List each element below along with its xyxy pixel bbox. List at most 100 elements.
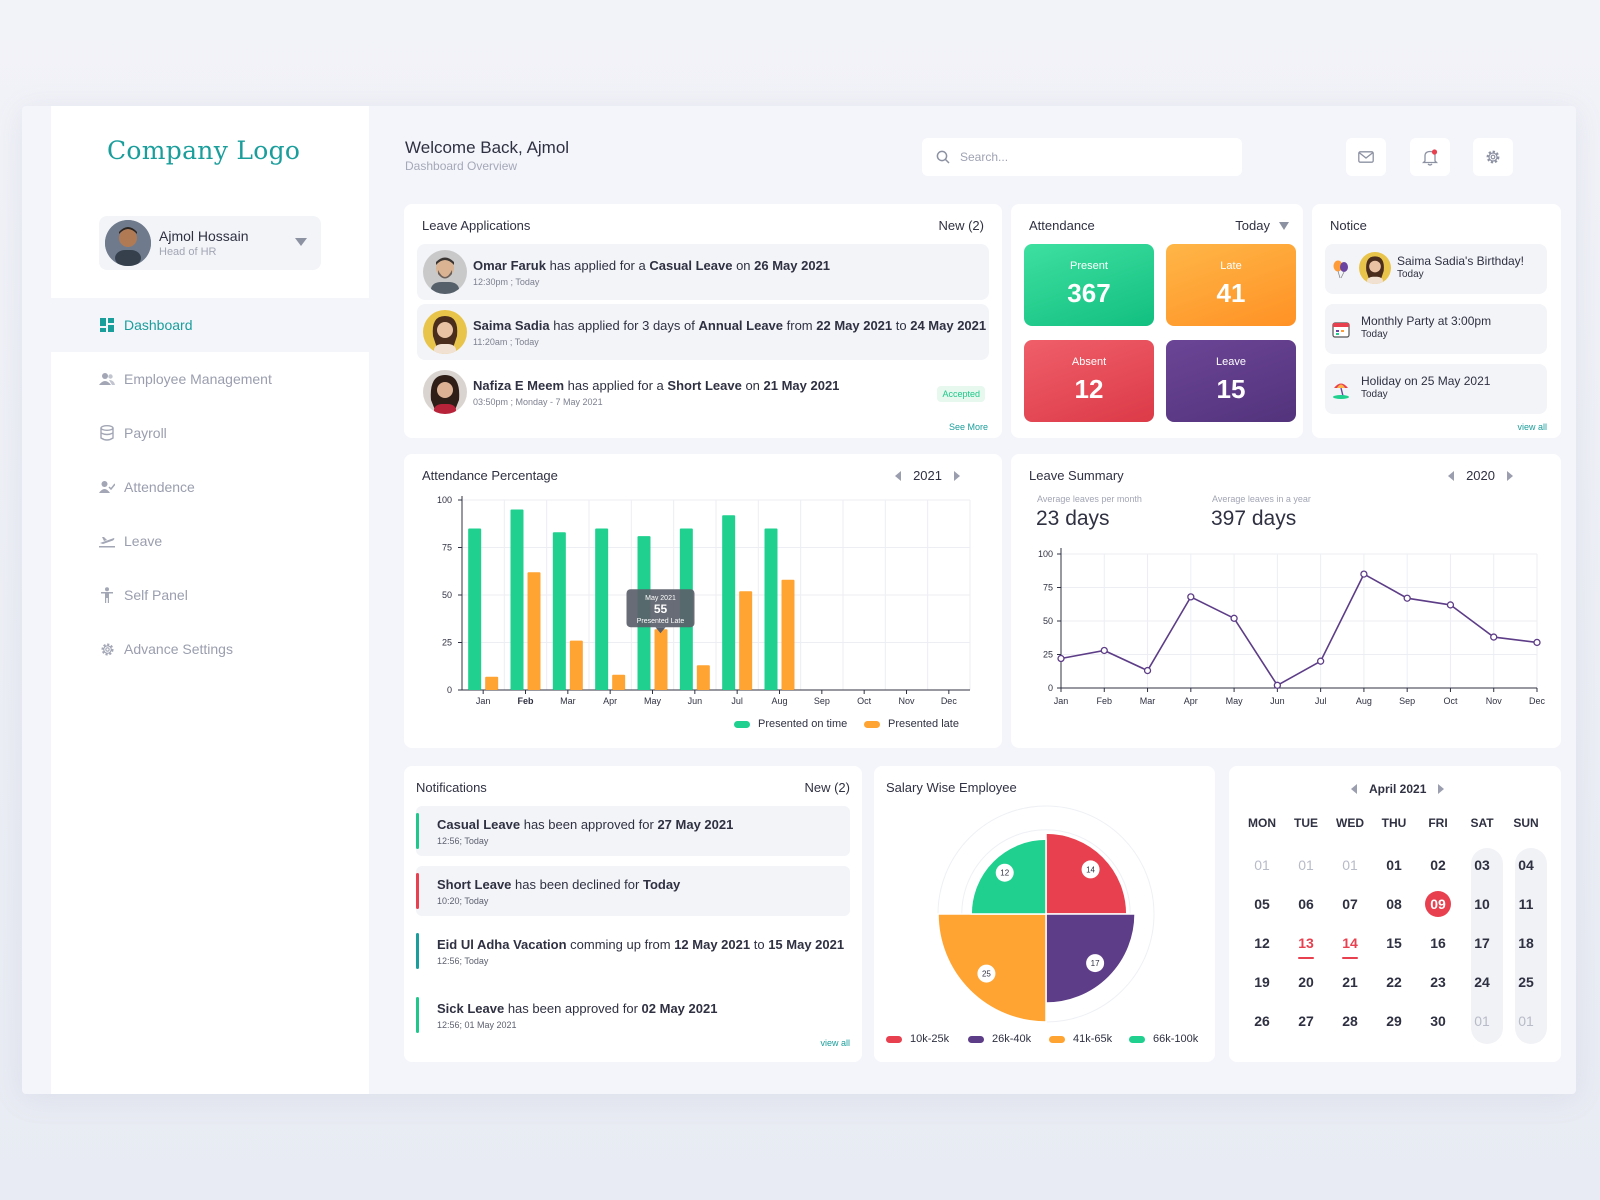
chevron-left-icon[interactable] xyxy=(1448,470,1455,481)
chevron-down-icon[interactable] xyxy=(295,238,307,246)
calendar-day[interactable]: 26 xyxy=(1254,1013,1270,1029)
view-all-link[interactable]: view all xyxy=(820,1038,850,1048)
sidebar-item-self-panel[interactable]: Self Panel xyxy=(51,568,369,622)
calendar-day[interactable]: 07 xyxy=(1342,896,1358,912)
profile-switcher[interactable]: Ajmol Hossain Head of HR xyxy=(99,216,321,270)
legend-label: Presented on time xyxy=(758,718,848,730)
calendar-icon xyxy=(1332,322,1350,338)
legend-swatch xyxy=(734,720,750,728)
company-logo[interactable]: Company Logo xyxy=(107,136,301,165)
calendar-day[interactable]: 29 xyxy=(1386,1013,1402,1029)
list-item[interactable]: Nafiza E Meem has applied for a Short Le… xyxy=(417,364,989,420)
chevron-right-icon[interactable] xyxy=(1438,784,1445,794)
list-item[interactable]: Sick Leave has been approved for 02 May … xyxy=(416,990,850,1040)
calendar-day[interactable]: 23 xyxy=(1430,974,1446,990)
view-all-link[interactable]: view all xyxy=(1517,422,1547,432)
calendar-day[interactable]: 01 xyxy=(1254,857,1270,873)
present-tile[interactable]: Present 367 xyxy=(1024,244,1154,326)
calendar-day[interactable]: 11 xyxy=(1518,896,1534,912)
weekday-label: WED xyxy=(1336,816,1364,830)
list-item[interactable]: Omar Faruk has applied for a Casual Leav… xyxy=(417,244,989,300)
calendar-day[interactable]: 19 xyxy=(1254,974,1270,990)
legend-label: 26k-40k xyxy=(992,1033,1032,1045)
sidebar-item-attendence[interactable]: Attendence xyxy=(51,460,369,514)
see-more-link[interactable]: See More xyxy=(948,422,988,432)
search-input[interactable] xyxy=(960,150,1220,164)
list-item[interactable]: Monthly Party at 3:00pm Today xyxy=(1325,304,1547,354)
calendar-day[interactable]: 27 xyxy=(1298,1013,1314,1029)
list-item[interactable]: Saima Sadia's Birthday! Today xyxy=(1325,244,1547,294)
calendar-day[interactable]: 30 xyxy=(1430,1013,1446,1029)
list-item[interactable]: Eid Ul Adha Vacation comming up from 12 … xyxy=(416,926,850,976)
calendar-day[interactable]: 01 xyxy=(1386,857,1402,873)
calendar-day[interactable]: 05 xyxy=(1254,896,1270,912)
calendar-day[interactable]: 28 xyxy=(1342,1013,1358,1029)
x-tick-label: Mar xyxy=(1140,696,1156,706)
calendar-day[interactable]: 20 xyxy=(1298,974,1314,990)
y-tick-label: 75 xyxy=(442,543,452,553)
calendar-day[interactable]: 01 xyxy=(1474,1013,1490,1029)
calendar-day[interactable]: 01 xyxy=(1298,857,1314,873)
leave-tile[interactable]: Leave 15 xyxy=(1166,340,1296,422)
calendar-day[interactable]: 15 xyxy=(1386,935,1402,951)
notice-sub: Today xyxy=(1397,269,1424,280)
calendar-day[interactable]: 17 xyxy=(1474,935,1490,951)
chevron-right-icon[interactable] xyxy=(954,470,960,481)
leave-text: Omar Faruk has applied for a Casual Leav… xyxy=(473,258,831,273)
calendar-day[interactable]: 08 xyxy=(1386,896,1402,912)
sidebar-item-payroll[interactable]: Payroll xyxy=(51,406,369,460)
notification-text: Short Leave has been declined for Today xyxy=(437,877,681,892)
calendar-day[interactable]: 24 xyxy=(1474,974,1490,990)
list-item[interactable]: Holiday on 25 May 2021 Today xyxy=(1325,364,1547,414)
x-tick-label: Feb xyxy=(1097,696,1113,706)
new-count[interactable]: New (2) xyxy=(804,780,850,795)
legend-swatch xyxy=(1049,1035,1065,1043)
y-tick-label: 25 xyxy=(1043,650,1053,660)
late-tile[interactable]: Late 41 xyxy=(1166,244,1296,326)
calendar-day[interactable]: 02 xyxy=(1430,857,1446,873)
sidebar-item-employee-management[interactable]: Employee Management xyxy=(51,352,369,406)
calendar-day[interactable]: 01 xyxy=(1342,857,1358,873)
calendar-day[interactable]: 09 xyxy=(1425,891,1451,917)
new-count[interactable]: New (2) xyxy=(938,218,984,233)
chevron-left-icon[interactable] xyxy=(895,470,902,481)
calendar-day[interactable]: 21 xyxy=(1342,974,1358,990)
calendar-day[interactable]: 03 xyxy=(1474,857,1490,873)
chevron-right-icon[interactable] xyxy=(1507,470,1513,481)
sidebar-item-leave[interactable]: Leave xyxy=(51,514,369,568)
mail-button[interactable] xyxy=(1346,138,1386,176)
calendar-day[interactable]: 06 xyxy=(1298,896,1314,912)
calendar-day[interactable]: 18 xyxy=(1518,935,1534,951)
attendance-filter[interactable]: Today xyxy=(1235,218,1289,233)
calendar-day[interactable]: 25 xyxy=(1518,974,1534,990)
legend-label: Presented late xyxy=(888,718,959,730)
avatar xyxy=(1359,252,1391,284)
calendar-day[interactable]: 14 xyxy=(1335,928,1365,959)
tile-label: Leave xyxy=(1216,356,1246,368)
notification-time: 10:20; Today xyxy=(437,896,489,906)
user-check-icon xyxy=(99,479,115,495)
calendar-day[interactable]: 12 xyxy=(1254,935,1270,951)
calendar-day[interactable]: 13 xyxy=(1291,928,1321,959)
calendar-day[interactable]: 04 xyxy=(1518,857,1534,873)
app-window: Company Logo Ajmol Hossain Head of HR Da… xyxy=(22,106,1576,1094)
weekday-label: SAT xyxy=(1470,816,1494,830)
calendar-day[interactable]: 22 xyxy=(1386,974,1402,990)
slice-label-bg xyxy=(977,964,996,983)
chevron-left-icon[interactable] xyxy=(1351,784,1357,794)
list-item[interactable]: Casual Leave has been approved for 27 Ma… xyxy=(416,806,850,856)
slice-label-bg xyxy=(995,863,1014,882)
calendar-day[interactable]: 16 xyxy=(1430,935,1446,951)
sidebar-item-dashboard[interactable]: Dashboard xyxy=(51,298,369,352)
absent-tile[interactable]: Absent 12 xyxy=(1024,340,1154,422)
list-item[interactable]: Short Leave has been declined for Today … xyxy=(416,866,850,916)
card-title: Notifications xyxy=(416,780,487,795)
list-item[interactable]: Saima Sadia has applied for 3 days of An… xyxy=(417,304,989,360)
calendar-day[interactable]: 10 xyxy=(1474,896,1490,912)
settings-button[interactable] xyxy=(1473,138,1513,176)
calendar-day[interactable]: 01 xyxy=(1518,1013,1534,1029)
bar-on-time xyxy=(595,528,609,690)
notification-button[interactable] xyxy=(1410,138,1450,176)
slice-label: 17 xyxy=(1091,959,1100,968)
sidebar-item-advance-settings[interactable]: Advance Settings xyxy=(51,622,369,676)
